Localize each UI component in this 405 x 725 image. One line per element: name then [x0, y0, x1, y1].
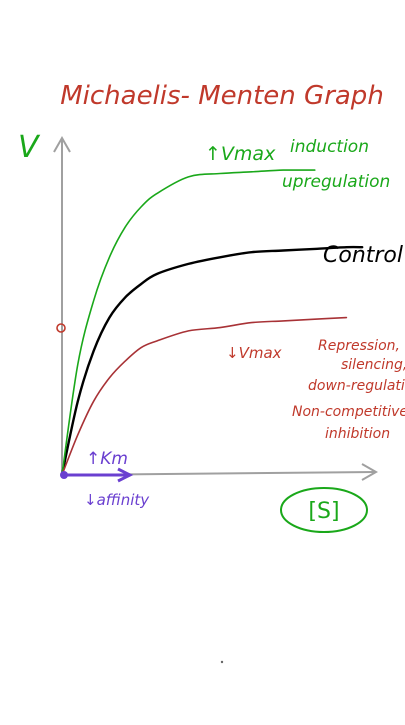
x-axis-label-group: [S] [280, 487, 368, 533]
vmax-up-label: ↑Vmax [205, 143, 276, 165]
series-induction-curve [61, 169, 316, 476]
repression-line-3: down-regulatio [308, 378, 405, 394]
repression-line-1: Repression, [318, 338, 400, 354]
km-arrow [60, 467, 134, 483]
y-axis-label: V [18, 130, 41, 165]
repression-line-4: Non-competitive [292, 404, 405, 420]
chart-title: Michaelis- Menten Graph [60, 81, 384, 111]
repression-line-5: inhibition [325, 426, 390, 442]
y-axis-arrowhead [53, 135, 71, 153]
induction-label: induction [290, 137, 369, 157]
series-layer [60, 169, 364, 477]
affinity-down-label: ↓affinity [84, 491, 150, 509]
x-axis-label-circle [280, 487, 368, 533]
x-axis-label: [S] [308, 499, 339, 524]
repression-line-2: silencing, [341, 357, 405, 373]
stray-dot [220, 660, 224, 664]
series-repression-curve [61, 316, 348, 476]
x-axis-arrowhead [361, 463, 379, 481]
km-up-label: ↑Km [86, 449, 128, 469]
y-axis-marker [56, 323, 66, 333]
upregulation-label: upregulation [282, 172, 390, 192]
series-control-curve [60, 245, 364, 477]
repression-label-block: Repression, silencing, down-regulatio No… [292, 338, 405, 442]
control-label: Control [323, 243, 403, 268]
vmax-down-label: ↓Vmax [226, 344, 282, 362]
